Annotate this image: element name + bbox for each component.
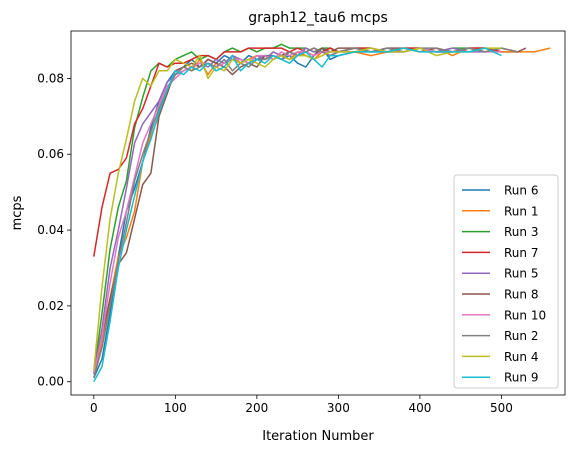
legend-label: Run 10: [504, 308, 546, 322]
series-line-run-5: [94, 48, 502, 374]
y-tick-label: 0.04: [37, 223, 64, 237]
x-tick-label: 500: [490, 401, 513, 415]
x-tick-label: 300: [327, 401, 350, 415]
legend: Run 6 Run 1 Run 3 Run 7 Run 5 Run 8 Run 10 Run …: [454, 175, 558, 388]
legend-label: Run 6: [504, 184, 538, 198]
x-tick-label: 100: [164, 401, 187, 415]
legend-label: Run 8: [504, 288, 538, 302]
series-line-run-4: [94, 48, 502, 370]
legend-label: Run 1: [504, 204, 538, 218]
series-line-run-3: [94, 44, 502, 374]
y-tick-label: 0.00: [37, 375, 64, 389]
y-tick-label: 0.08: [37, 71, 64, 85]
legend-label: Run 3: [504, 225, 538, 239]
y-axis: 0.00 0.02 0.04 0.06 0.08: [37, 71, 71, 388]
legend-label: Run 7: [504, 246, 538, 260]
x-axis-label: Iteration Number: [262, 429, 374, 444]
chart-title: graph12_tau6 mcps: [248, 10, 388, 26]
x-tick-label: 0: [90, 401, 98, 415]
legend-label: Run 4: [504, 350, 538, 364]
legend-label: Run 5: [504, 267, 538, 281]
y-axis-label: mcps: [10, 195, 25, 230]
legend-label: Run 2: [504, 329, 538, 343]
y-tick-label: 0.06: [37, 147, 64, 161]
x-axis: 0 100 200 300 400 500: [90, 395, 513, 415]
y-tick-label: 0.02: [37, 299, 64, 313]
x-tick-label: 400: [408, 401, 431, 415]
x-tick-label: 200: [245, 401, 268, 415]
series-line-run-9: [94, 48, 502, 382]
series-line-run-10: [94, 48, 502, 374]
legend-label: Run 9: [504, 371, 538, 385]
